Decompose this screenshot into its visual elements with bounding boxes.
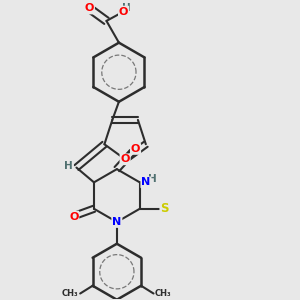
Text: CH₃: CH₃ — [62, 289, 79, 298]
Text: O: O — [85, 4, 94, 14]
Text: N: N — [112, 217, 122, 227]
Text: N: N — [141, 177, 151, 187]
Text: O: O — [119, 7, 128, 16]
Text: H: H — [122, 3, 130, 13]
Text: O: O — [120, 154, 130, 164]
Text: CH₃: CH₃ — [155, 289, 172, 298]
Text: S: S — [160, 202, 169, 215]
Text: O: O — [131, 144, 140, 154]
Text: H: H — [64, 161, 73, 171]
Text: H: H — [148, 174, 156, 184]
Text: O: O — [69, 212, 78, 221]
